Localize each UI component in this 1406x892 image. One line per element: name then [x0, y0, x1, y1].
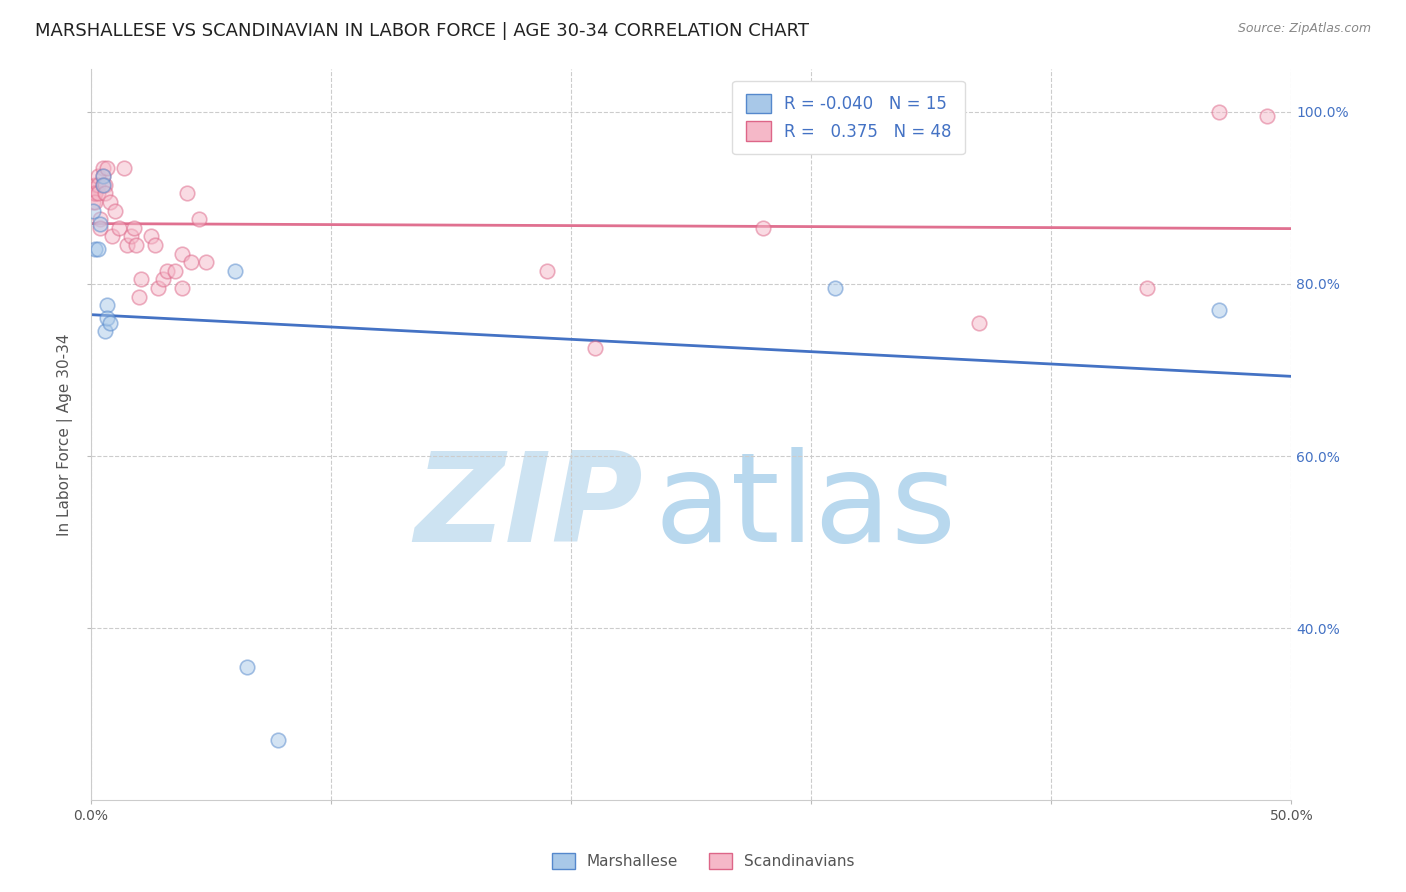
Point [176, 186, 198, 201]
Point [101, 229, 124, 244]
Point [84, 178, 107, 192]
Point [96, 161, 118, 175]
Point [98, 316, 121, 330]
Point [824, 281, 846, 295]
Text: ZIP: ZIP [415, 447, 643, 568]
Point [536, 264, 558, 278]
Point [91, 169, 114, 183]
Point [87, 186, 110, 201]
Point [108, 220, 131, 235]
Point [98, 194, 121, 209]
Point [89, 212, 111, 227]
Point [89, 220, 111, 235]
Point [194, 255, 217, 269]
Point [87, 178, 110, 192]
Point [122, 220, 145, 235]
Point [89, 217, 111, 231]
Point [139, 229, 162, 244]
Point [87, 243, 110, 257]
Text: Source: ZipAtlas.com: Source: ZipAtlas.com [1237, 22, 1371, 36]
Point [967, 316, 990, 330]
Point [235, 660, 257, 674]
Point [94, 324, 117, 338]
Point [94, 178, 117, 192]
Point [145, 238, 167, 252]
Point [1256, 109, 1278, 123]
Point [115, 238, 138, 252]
Point [87, 169, 110, 183]
Point [120, 229, 142, 244]
Point [1208, 104, 1230, 119]
Point [96, 298, 118, 312]
Point [752, 220, 775, 235]
Point [84, 186, 107, 201]
Point [125, 238, 148, 252]
Point [129, 272, 152, 286]
Point [146, 281, 169, 295]
Point [163, 264, 186, 278]
Point [170, 281, 193, 295]
Point [128, 290, 150, 304]
Point [187, 212, 209, 227]
Point [84, 243, 107, 257]
Text: MARSHALLESE VS SCANDINAVIAN IN LABOR FORCE | AGE 30-34 CORRELATION CHART: MARSHALLESE VS SCANDINAVIAN IN LABOR FOR… [35, 22, 808, 40]
Point [267, 733, 290, 747]
Point [91, 161, 114, 175]
Legend: R = -0.040   N = 15, R =   0.375   N = 48: R = -0.040 N = 15, R = 0.375 N = 48 [733, 80, 965, 154]
Point [84, 186, 107, 201]
Point [103, 203, 125, 218]
Point [82, 182, 104, 196]
Point [180, 255, 202, 269]
Point [152, 272, 174, 286]
Point [1208, 302, 1230, 317]
Point [170, 246, 193, 260]
Point [82, 186, 104, 201]
Point [91, 169, 114, 183]
Point [84, 194, 107, 209]
Y-axis label: In Labor Force | Age 30-34: In Labor Force | Age 30-34 [58, 334, 73, 536]
Point [82, 203, 104, 218]
Point [91, 178, 114, 192]
Point [224, 264, 246, 278]
Text: atlas: atlas [655, 447, 957, 568]
Point [583, 342, 606, 356]
Point [91, 178, 114, 192]
Point [82, 194, 104, 209]
Point [1136, 281, 1159, 295]
Point [156, 264, 179, 278]
Point [112, 161, 135, 175]
Point [94, 186, 117, 201]
Point [96, 311, 118, 326]
Legend: Marshallese, Scandinavians: Marshallese, Scandinavians [546, 847, 860, 875]
